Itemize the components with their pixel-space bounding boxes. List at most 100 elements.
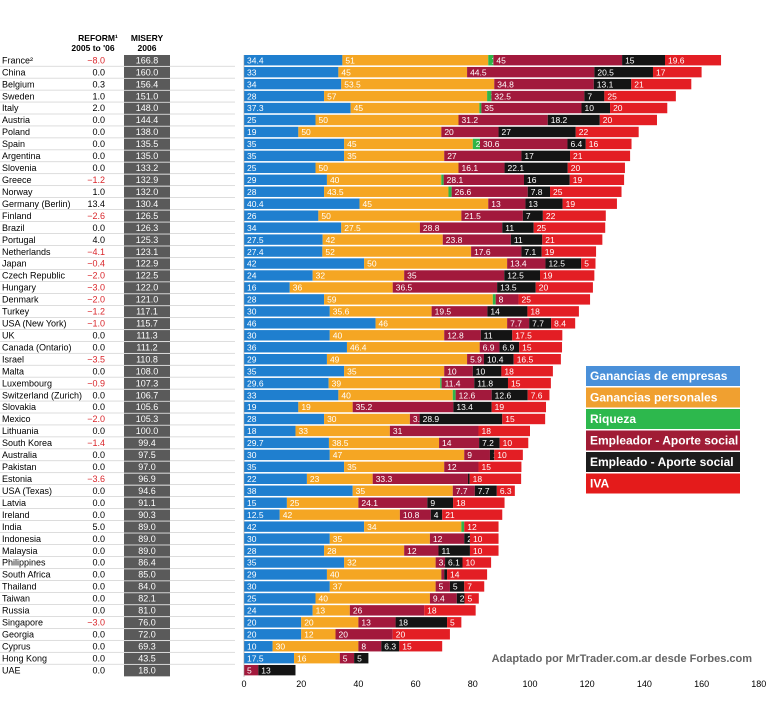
bar-label-vat: 19: [545, 247, 555, 257]
bar-personal: [344, 557, 436, 567]
reform-value: −2.0: [87, 414, 105, 424]
country-label: UK: [2, 330, 15, 340]
bar-label-corporate: 15: [247, 498, 257, 508]
bar-label-corporate: 19: [247, 402, 257, 412]
bar-label-employer: 9.4: [433, 594, 445, 604]
country-label: Finland: [2, 211, 32, 221]
bar-personal: [341, 79, 494, 89]
bar-label-personal: 40: [319, 594, 329, 604]
bar-label-corporate: 20: [247, 629, 257, 639]
bar-label-employee: 7.8: [531, 187, 543, 197]
bar-label-employer: 28.1: [447, 175, 464, 185]
row-29: Slovakia 0.0 105.6 19 19 35.2 13.4 19: [0, 401, 546, 413]
bar-label-personal: 51: [345, 55, 355, 65]
bar-corporate: [244, 222, 341, 232]
bar-personal: [327, 175, 441, 185]
bar-personal: [364, 258, 507, 268]
country-label: Belgium: [2, 79, 35, 89]
row-21: Turkey −1.2 117.1 30 35.6 19.5 14 18: [0, 305, 579, 317]
row-2: Belgium 0.3 156.4 34 53.5 34.8 13.1 21: [0, 78, 691, 90]
row-7: Spain0.0135.535452.530.66.416: [0, 138, 632, 150]
row-46: Russia 0.0 81.0 24 13 26 18: [0, 604, 476, 616]
bar-label-vat: 18: [427, 606, 437, 616]
bar-label-personal: 27.5: [344, 223, 361, 233]
reform-value: −1.0: [87, 319, 105, 329]
misery-value: 121.0: [136, 295, 159, 305]
bar-label-employer: 35.2: [356, 402, 373, 412]
bar-label-corporate: 29.7: [247, 438, 264, 448]
row-18: Czech Republic −2.0 122.5 24 32 35 12.5 19: [0, 269, 594, 281]
bar-personal: [316, 163, 459, 173]
misery-value: 115.7: [136, 319, 158, 329]
misery-value: 97.0: [138, 462, 156, 472]
bar-personal: [338, 390, 452, 400]
bar-label-employee: 12.5: [548, 259, 565, 269]
misery-value: 82.1: [138, 594, 156, 604]
bar-corporate: [244, 318, 376, 328]
bar-corporate: [244, 450, 330, 460]
reform-value: 0.0: [92, 330, 105, 340]
reform-value: 0.0: [92, 139, 105, 149]
misery-value: 132.0: [136, 187, 159, 197]
bar-personal: [338, 67, 467, 77]
bar-personal: [347, 342, 480, 352]
bar-label-personal: 35.6: [333, 307, 350, 317]
bar-label-corporate: 27.4: [247, 247, 264, 257]
bar-corporate: [244, 533, 330, 543]
country-label: Italy: [2, 103, 19, 113]
country-label: Sweden: [2, 91, 35, 101]
misery-value: 18.0: [138, 665, 156, 675]
bar-label-vat: 16: [589, 139, 599, 149]
bar-corporate: [244, 366, 344, 376]
reform-value: 13.4: [87, 199, 105, 209]
reform-value: 1.0: [92, 91, 105, 101]
bar-personal: [329, 378, 441, 388]
legend-item: Ganancias de empresas: [590, 369, 728, 383]
country-label: Malta: [2, 366, 24, 376]
bar-personal: [290, 282, 393, 292]
bar-label-employer: 12: [433, 534, 443, 544]
bar-personal: [344, 366, 444, 376]
country-label: Hungary: [2, 283, 37, 293]
country-label: Spain: [2, 139, 25, 149]
bar-label-corporate: 28: [247, 414, 257, 424]
reform-value: 0.0: [92, 629, 105, 639]
bar-label-corporate: 46: [247, 319, 257, 329]
misery-value: 97.5: [138, 450, 156, 460]
bar-label-employee: 16: [527, 175, 537, 185]
bar-label-employer: 11.4: [445, 378, 461, 388]
country-label: Slovakia: [2, 402, 36, 412]
country-label: Norway: [2, 187, 33, 197]
bar-label-employer: 9: [467, 450, 472, 460]
misery-value: 144.4: [136, 115, 159, 125]
bar-personal: [376, 318, 508, 328]
bar-label-employer: 33.3: [376, 474, 393, 484]
reform-value: 4.0: [92, 235, 105, 245]
x-tick-label: 160: [694, 679, 709, 689]
bar-label-vat: 5: [468, 594, 473, 604]
bar-label-employee: 5: [453, 582, 458, 592]
bar-label-employer: 5.9: [470, 354, 482, 364]
bar-label-employee: 13.5: [500, 283, 517, 293]
bar-label-corporate: 35: [247, 558, 257, 568]
bar-label-personal: 45: [363, 199, 373, 209]
country-label: UAE: [2, 665, 21, 675]
bar-personal: [327, 354, 467, 364]
bar-corporate: [244, 342, 347, 352]
bar-label-employee: 6.4: [570, 139, 582, 149]
bar-corporate: [244, 330, 330, 340]
misery-value: 106.7: [136, 390, 159, 400]
bar-label-vat: 17: [656, 67, 666, 77]
bar-label-corporate: 42: [247, 259, 257, 269]
reform-value: 0.0: [92, 546, 105, 556]
bar-label-employee: 4: [434, 510, 439, 520]
country-label: France²: [2, 55, 33, 65]
bar-label-employee: 18: [399, 618, 409, 628]
reform-value: −3.6: [87, 474, 105, 484]
country-label: USA (Texas): [2, 486, 52, 496]
bar-label-employer: 12.6: [459, 390, 476, 400]
bar-personal: [280, 509, 400, 519]
bar-label-personal: 19: [301, 402, 311, 412]
legend-item: Empleador - Aporte social: [590, 434, 738, 448]
bar-label-employee: 28.9: [423, 414, 440, 424]
